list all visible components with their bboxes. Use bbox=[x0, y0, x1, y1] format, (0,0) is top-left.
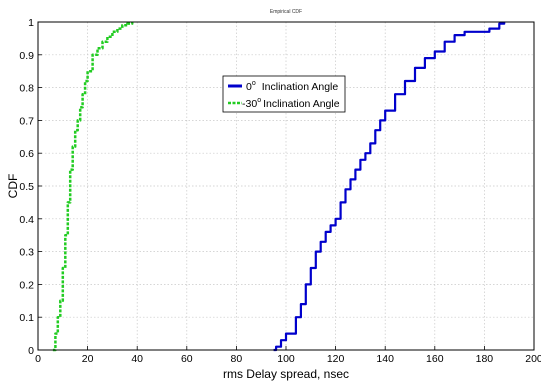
y-tick-label: 0.7 bbox=[19, 115, 34, 127]
y-tick-label: 0.6 bbox=[19, 148, 34, 160]
chart-title: Empirical CDF bbox=[270, 9, 302, 15]
series-line-1 bbox=[52, 22, 134, 352]
legend-main-1: -30 bbox=[242, 98, 257, 110]
legend-sup-1: o bbox=[257, 97, 261, 104]
x-tick-label: 100 bbox=[277, 353, 295, 365]
x-tick-label: 20 bbox=[82, 353, 94, 365]
x-tick-label: 40 bbox=[131, 353, 143, 365]
y-tick-label: 0.8 bbox=[19, 83, 34, 95]
x-tick-label: 180 bbox=[476, 353, 494, 365]
y-tick-label: 0.2 bbox=[19, 279, 34, 291]
x-tick-label: 120 bbox=[327, 353, 345, 365]
x-tick-label: 80 bbox=[231, 353, 243, 365]
x-tick-label: 160 bbox=[426, 353, 444, 365]
legend-rest-0: Inclination Angle bbox=[262, 81, 339, 93]
legend-box bbox=[222, 75, 346, 113]
x-tick-label: 0 bbox=[35, 353, 41, 365]
x-tick-label: 60 bbox=[181, 353, 193, 365]
y-tick-label: 0 bbox=[28, 345, 34, 357]
x-tick-label: 140 bbox=[376, 353, 394, 365]
y-axis-label: CDF bbox=[6, 174, 20, 199]
y-tick-label: 0.9 bbox=[19, 50, 34, 62]
legend: 0o Inclination Angle -30o Inclination Angl… bbox=[222, 75, 346, 113]
legend-rest-1: Inclination Angle bbox=[263, 98, 340, 110]
legend-main-0: 0 bbox=[246, 81, 252, 93]
y-tick-label: 0.3 bbox=[19, 247, 34, 259]
x-axis-label: rms Delay spread, nsec bbox=[223, 367, 349, 381]
legend-sup-0: o bbox=[252, 80, 256, 87]
y-tick-label: 0.1 bbox=[19, 312, 34, 324]
legend-text-1: -30o Inclination Angle bbox=[242, 97, 340, 110]
series-layer bbox=[52, 22, 506, 352]
y-tick-label: 1 bbox=[28, 17, 34, 29]
legend-text-0: 0o Inclination Angle bbox=[246, 80, 338, 93]
x-tick-label: 200 bbox=[525, 353, 541, 365]
y-tick-label: 0.4 bbox=[19, 214, 34, 226]
y-tick-label: 0.5 bbox=[19, 181, 34, 193]
axis-ticks: 0 20 40 60 80 100 120 140 160 180 200 0 0.1 0.2 0.3 0.4… bbox=[19, 17, 541, 365]
series-line-0 bbox=[273, 22, 506, 352]
